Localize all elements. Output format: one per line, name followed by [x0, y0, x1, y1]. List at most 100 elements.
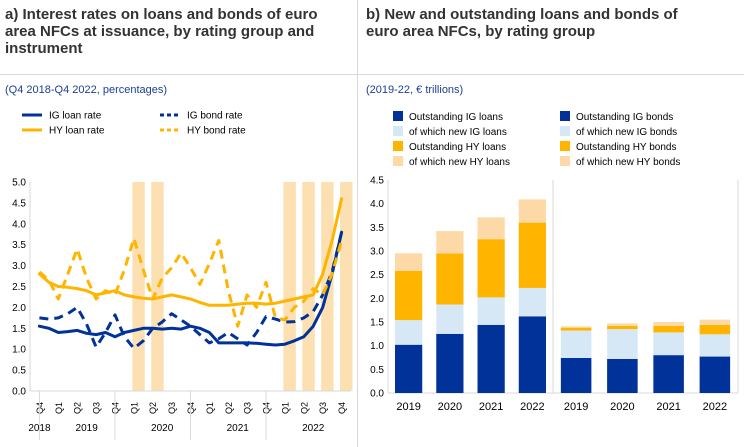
y-tick-label: 0.5 [370, 365, 384, 376]
highlight-band [283, 182, 296, 391]
bar-segment-bonds [653, 325, 684, 333]
y-tick-label: 2.0 [12, 303, 26, 314]
year-label: 2021 [227, 423, 250, 434]
bar-segment-loans [395, 253, 423, 271]
x-tick-label: Q3 [92, 402, 102, 414]
y-tick-label: 5.0 [12, 178, 26, 189]
y-tick-label: 1.5 [370, 318, 384, 329]
legend-swatch [393, 156, 403, 166]
legend-label: of which new HY bonds [576, 157, 680, 168]
y-tick-label: 0.0 [12, 387, 26, 398]
legend-label: of which new IG loans [409, 127, 507, 138]
panel-a-line-chart: 0.0 0.5 1.0 1.5 2.0 2.5 3.0 3.5 4.0 4.5 5.0 Q4 Q1 Q2 Q… [12, 111, 353, 440]
x-tick-label: 2020 [438, 401, 462, 413]
x-tick-label: Q2 [148, 402, 158, 414]
y-tick-label: 4.0 [370, 199, 384, 210]
x-tick-label: 2019 [564, 401, 588, 413]
x-tick-label: Q2 [224, 402, 234, 414]
y-tick-label: 3.5 [12, 240, 26, 251]
panel-a-title-rule [0, 74, 357, 75]
x-tick-label: Q1 [54, 402, 64, 414]
y-tick-label: 2.5 [12, 282, 26, 293]
panel-b-title-rule [358, 74, 744, 75]
legend-swatch [560, 141, 570, 151]
legend-swatch [393, 111, 403, 121]
bar-segment-bonds [607, 325, 638, 330]
bar-segment-bonds [699, 334, 731, 357]
panel-a-subtitle: (Q4 2018-Q4 2022, percentages) [5, 84, 168, 96]
legend-label: HY bond rate [187, 126, 246, 137]
bar-segment-loans [436, 333, 464, 393]
year-label: 2019 [76, 423, 99, 434]
bar-segment-bonds [560, 326, 592, 328]
y-tick-label: 1.0 [370, 341, 384, 352]
bar-segment-bonds [699, 356, 731, 393]
y-tick-label: 3.0 [12, 261, 26, 272]
y-tick-label: 0.5 [12, 366, 26, 377]
x-tick-label: Q3 [318, 402, 328, 414]
bar-segment-loans [518, 222, 546, 288]
legend-label: of which new HY loans [409, 157, 510, 168]
highlight-band [340, 182, 353, 391]
legend-swatch [393, 141, 403, 151]
legend-label: Outstanding IG bonds [576, 112, 673, 123]
bar-segment-loans [477, 297, 505, 325]
panel-a-title-line: instrument [5, 40, 83, 57]
x-tick-label: 2021 [656, 401, 680, 413]
bar-segment-bonds [560, 357, 592, 393]
year-label: 2020 [151, 423, 174, 434]
y-tick-label: 2.0 [370, 294, 384, 305]
highlight-band [302, 182, 315, 391]
bar-segment-loans [477, 324, 505, 393]
bar-segment-bonds [653, 332, 684, 356]
y-tick-label: 2.5 [370, 270, 384, 281]
y-tick-label: 0.0 [370, 389, 384, 400]
legend-label: IG bond rate [187, 111, 243, 122]
bar-segment-loans [518, 316, 546, 393]
x-tick-label: 2022 [520, 401, 544, 413]
x-tick-label: Q3 [243, 402, 253, 414]
bar-segment-bonds [607, 323, 638, 326]
series-line-ig-loan-rate [37, 230, 344, 347]
legend-swatch [560, 111, 570, 121]
x-tick-label: Q4 [337, 402, 347, 414]
bar-segment-loans [436, 253, 464, 305]
bar-segment-bonds [607, 358, 638, 393]
highlight-band [132, 182, 145, 391]
bar-segment-bonds [560, 327, 592, 331]
bar-segment-bonds [699, 324, 731, 335]
legend-label: Outstanding HY bonds [576, 142, 676, 153]
panel-b-subtitle: (2019-22, € trillions) [366, 84, 464, 96]
x-tick-label: 2022 [703, 401, 727, 413]
bar-segment-loans [395, 270, 423, 321]
year-label: 2018 [28, 423, 51, 434]
y-tick-label: 3.5 [370, 223, 384, 234]
bar-segment-bonds [607, 329, 638, 359]
x-tick-label: 2020 [610, 401, 634, 413]
y-tick-label: 1.5 [12, 324, 26, 335]
panel-b-title: b) New and outstanding loans and bonds o… [366, 6, 741, 40]
x-tick-label: Q2 [299, 402, 309, 414]
panel-b-bar-chart: 0.0 0.5 1.0 1.5 2.0 2.5 3.0 3.5 4.0 4.5 2019 2020 20… [370, 111, 739, 413]
panel-a-title: a) Interest rates on loans and bonds of … [5, 6, 355, 57]
bar-segment-loans [436, 304, 464, 334]
y-tick-label: 4.0 [12, 219, 26, 230]
bar-segment-loans [395, 344, 423, 393]
bar-segment-bonds [699, 319, 731, 325]
legend-label: of which new IG bonds [576, 127, 677, 138]
legend-label: IG loan rate [49, 111, 102, 122]
legend-swatch [560, 126, 570, 136]
y-tick-label: 1.0 [12, 345, 26, 356]
bar-segment-bonds [560, 330, 592, 358]
y-tick-label: 3.0 [370, 247, 384, 258]
panel-a-title-line: a) Interest rates on loans and bonds of … [5, 6, 318, 23]
legend-label: Outstanding IG loans [409, 112, 503, 123]
bar-segment-loans [477, 239, 505, 298]
bar-segment-bonds [653, 355, 684, 393]
year-label: 2022 [302, 423, 325, 434]
panel-a-title-line: area NFCs at issuance, by rating group a… [5, 23, 315, 40]
x-tick-label: Q3 [167, 402, 177, 414]
bar-segment-loans [518, 199, 546, 223]
legend-swatch [393, 126, 403, 136]
